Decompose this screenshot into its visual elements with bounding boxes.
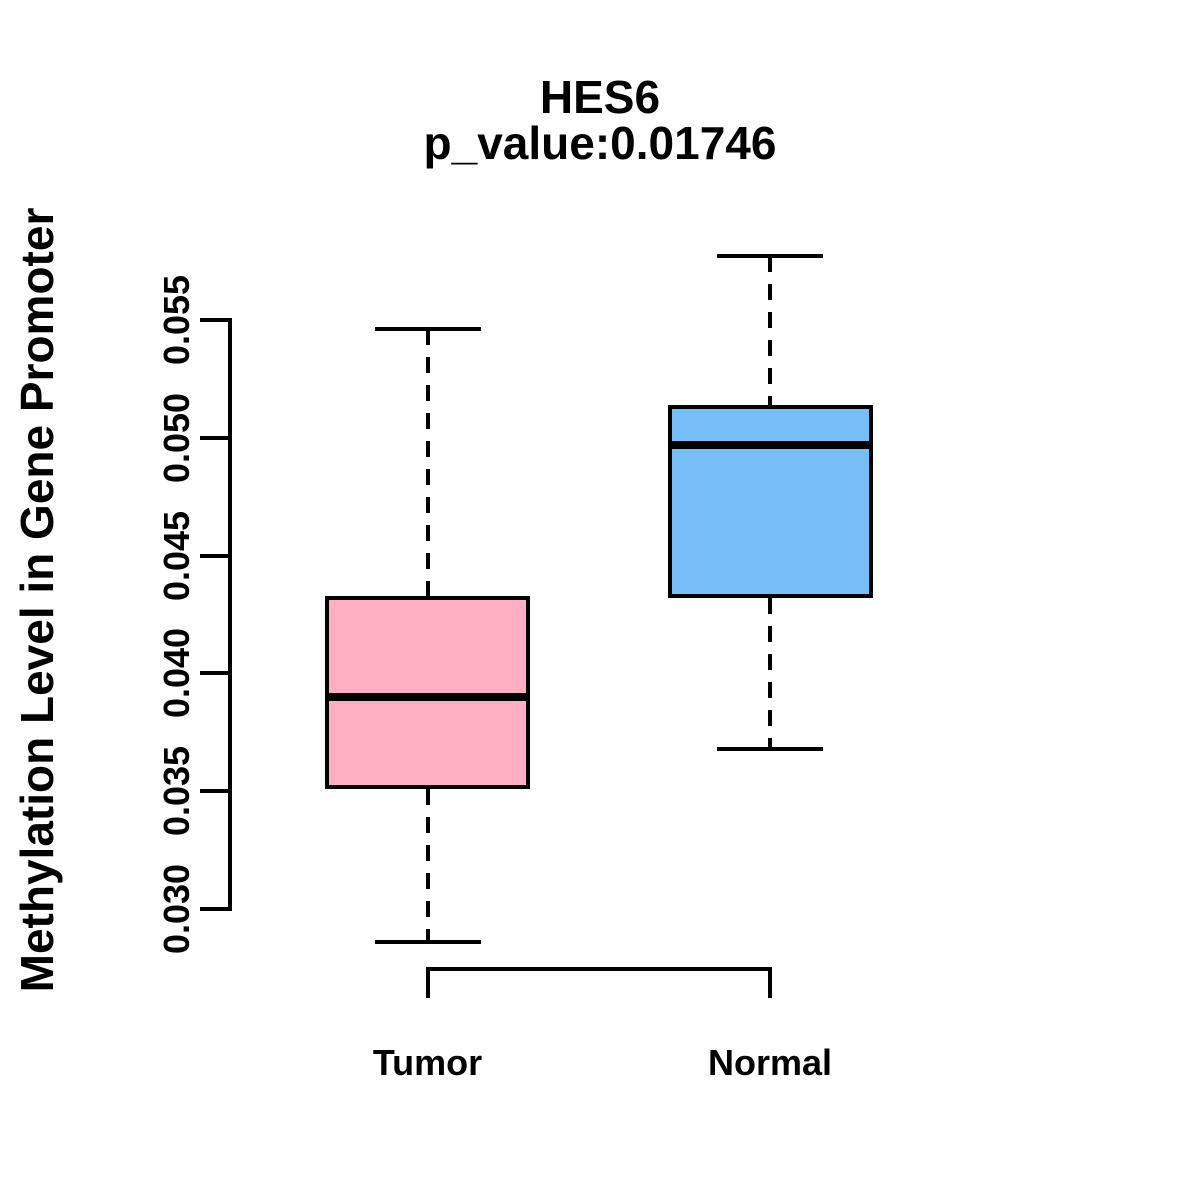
x-axis-tick xyxy=(768,967,772,998)
y-axis-tick-label: 0.055 xyxy=(156,274,197,366)
y-axis-tick xyxy=(200,789,230,794)
x-category-label: Normal xyxy=(707,1042,833,1083)
y-axis-tick xyxy=(200,553,230,558)
upper-whisker-cap xyxy=(717,254,823,259)
x-category-label: Tumor xyxy=(372,1042,483,1083)
y-axis-tick xyxy=(200,318,230,322)
upper-whisker-line xyxy=(768,256,772,405)
upper-whisker-line xyxy=(425,329,430,596)
y-axis-tick-label: 0.030 xyxy=(156,863,197,955)
x-axis-tick xyxy=(425,967,430,998)
y-axis-tick xyxy=(200,671,230,676)
y-axis-tick-label: 0.035 xyxy=(156,746,197,837)
y-axis-tick-label: 0.040 xyxy=(156,628,197,719)
lower-whisker-line xyxy=(768,598,772,749)
lower-whisker-cap xyxy=(717,746,823,751)
lower-whisker-cap xyxy=(374,939,481,944)
y-axis-tick-label: 0.050 xyxy=(156,392,197,483)
chart-subtitle: p_value:0.01746 xyxy=(423,117,777,169)
lower-whisker-line xyxy=(425,788,430,942)
median-line xyxy=(325,692,530,701)
box-normal xyxy=(667,404,873,598)
y-axis-tick xyxy=(200,907,230,911)
median-line xyxy=(667,440,873,449)
x-axis-line xyxy=(425,967,772,971)
y-axis-line xyxy=(228,318,232,911)
y-axis-tick xyxy=(200,435,230,440)
y-axis-tick-label: 0.045 xyxy=(156,510,197,601)
box-tumor xyxy=(325,595,530,789)
chart-title: HES6 xyxy=(539,71,661,123)
upper-whisker-cap xyxy=(374,327,481,332)
